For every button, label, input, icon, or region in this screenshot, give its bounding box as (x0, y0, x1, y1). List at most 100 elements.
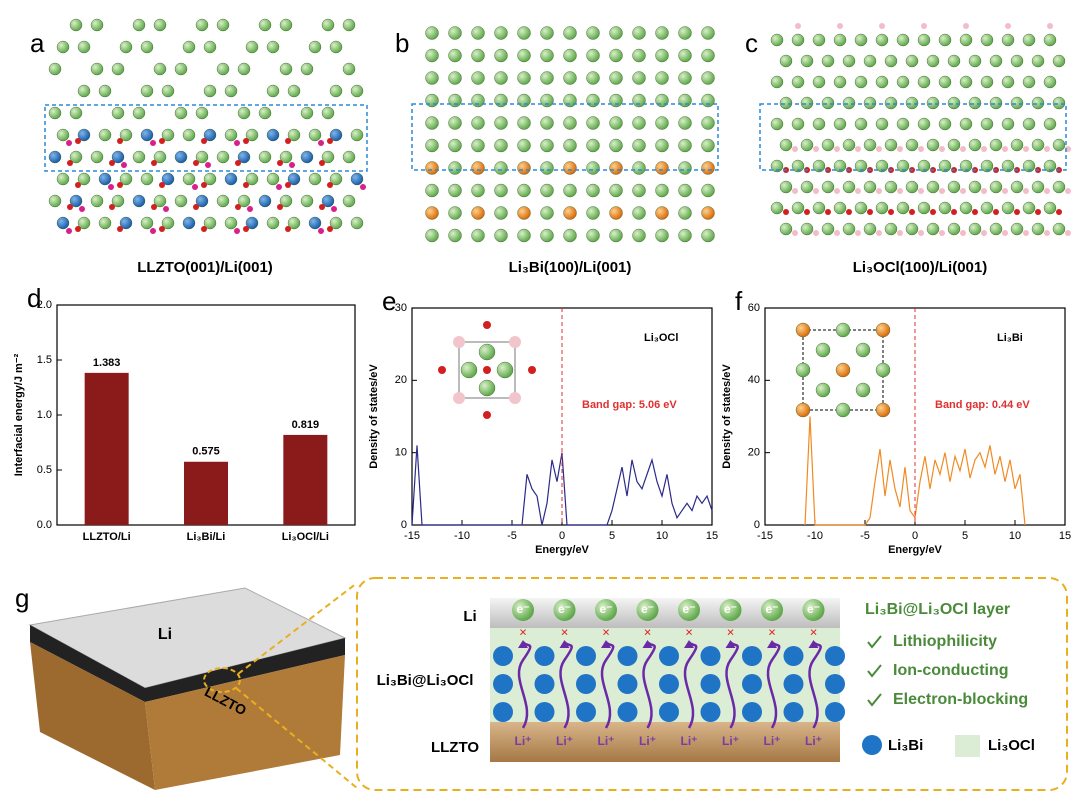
atom (701, 161, 715, 175)
atom (989, 180, 1003, 194)
atom (1014, 209, 1020, 215)
li3bi-particle (493, 646, 513, 666)
atom (119, 40, 133, 54)
atom (471, 71, 485, 85)
atom (276, 184, 282, 190)
y-axis-label: Density of states/eV (368, 364, 380, 469)
atom (289, 162, 295, 168)
atom (235, 204, 241, 210)
atom (174, 106, 188, 120)
atom (813, 146, 819, 152)
atom (1056, 209, 1062, 215)
atom (779, 54, 793, 68)
atom (1052, 180, 1066, 194)
atom (140, 84, 154, 98)
atom (800, 138, 814, 152)
atom (201, 138, 207, 144)
atom (331, 206, 337, 212)
atom (918, 146, 924, 152)
electron-label: e⁻ (599, 602, 612, 616)
atom (842, 222, 856, 236)
ion-path (683, 641, 698, 729)
atom (266, 128, 280, 142)
li3bi-particle (659, 674, 679, 694)
atom (117, 138, 123, 144)
atom (812, 75, 826, 89)
atom (237, 106, 251, 120)
block-mark: × (602, 624, 610, 639)
atom (835, 362, 851, 378)
inset-label: Li₃OCl (644, 332, 678, 344)
atom (48, 62, 62, 76)
atom (896, 117, 910, 131)
atom (321, 150, 335, 164)
zoom-ellipse (203, 667, 241, 693)
atom (203, 84, 217, 98)
atom (203, 172, 217, 186)
atom (678, 161, 692, 175)
atom (586, 161, 600, 175)
atom (1023, 230, 1029, 236)
panel-label: a (30, 28, 45, 58)
atom (182, 128, 196, 142)
atom (350, 216, 364, 230)
atom (132, 150, 146, 164)
ion-label: Li⁺ (639, 734, 656, 748)
ion-path (766, 641, 781, 729)
atom (342, 62, 356, 76)
atom (509, 392, 521, 404)
atom (279, 150, 293, 164)
x-tick-label: Li₃Bi/Li (187, 531, 226, 543)
atom (494, 116, 508, 130)
atom (980, 33, 994, 47)
li3bi-particle (534, 702, 555, 722)
atom (779, 96, 793, 110)
atom (494, 161, 508, 175)
atom (203, 128, 217, 142)
ion-label: Li⁺ (681, 734, 698, 748)
atom (327, 226, 333, 232)
atom (151, 204, 157, 210)
atom (632, 183, 646, 198)
y-axis-label: Interfacial energy/J m⁻² (13, 353, 25, 476)
atom (632, 116, 646, 130)
atom (224, 84, 238, 98)
atom (174, 62, 188, 76)
atom (833, 33, 847, 47)
li3bi-particle (783, 646, 804, 666)
atom (1031, 138, 1045, 152)
atom (875, 33, 889, 47)
atom (425, 228, 439, 243)
zoom-line (235, 687, 358, 789)
feature-title: Li₃Bi@Li₃OCl layer (865, 601, 1010, 618)
ion-label: Li⁺ (805, 734, 822, 748)
x-tick-label: Li₃OCl/Li (282, 531, 329, 543)
atom (285, 138, 291, 144)
bar (84, 372, 129, 525)
atom (111, 150, 125, 164)
atom (897, 188, 903, 194)
electron-label: e⁻ (807, 602, 820, 616)
atom (1023, 146, 1029, 152)
atom (791, 201, 805, 215)
x-tick-label: -10 (807, 530, 823, 542)
atom (98, 128, 112, 142)
atom (161, 84, 175, 98)
atom (815, 382, 831, 398)
atom (1065, 230, 1071, 236)
atom (795, 362, 811, 378)
atom (494, 138, 508, 153)
atom (855, 230, 861, 236)
atom (563, 93, 577, 108)
atom (448, 138, 462, 153)
panel-label: f (735, 286, 743, 316)
atom (161, 128, 175, 142)
atom (855, 188, 861, 194)
atom (1010, 180, 1024, 194)
atom (875, 117, 889, 131)
atom (258, 106, 272, 120)
atom (471, 206, 485, 220)
atom (277, 160, 283, 166)
atom (425, 206, 439, 220)
atom (1044, 230, 1050, 236)
